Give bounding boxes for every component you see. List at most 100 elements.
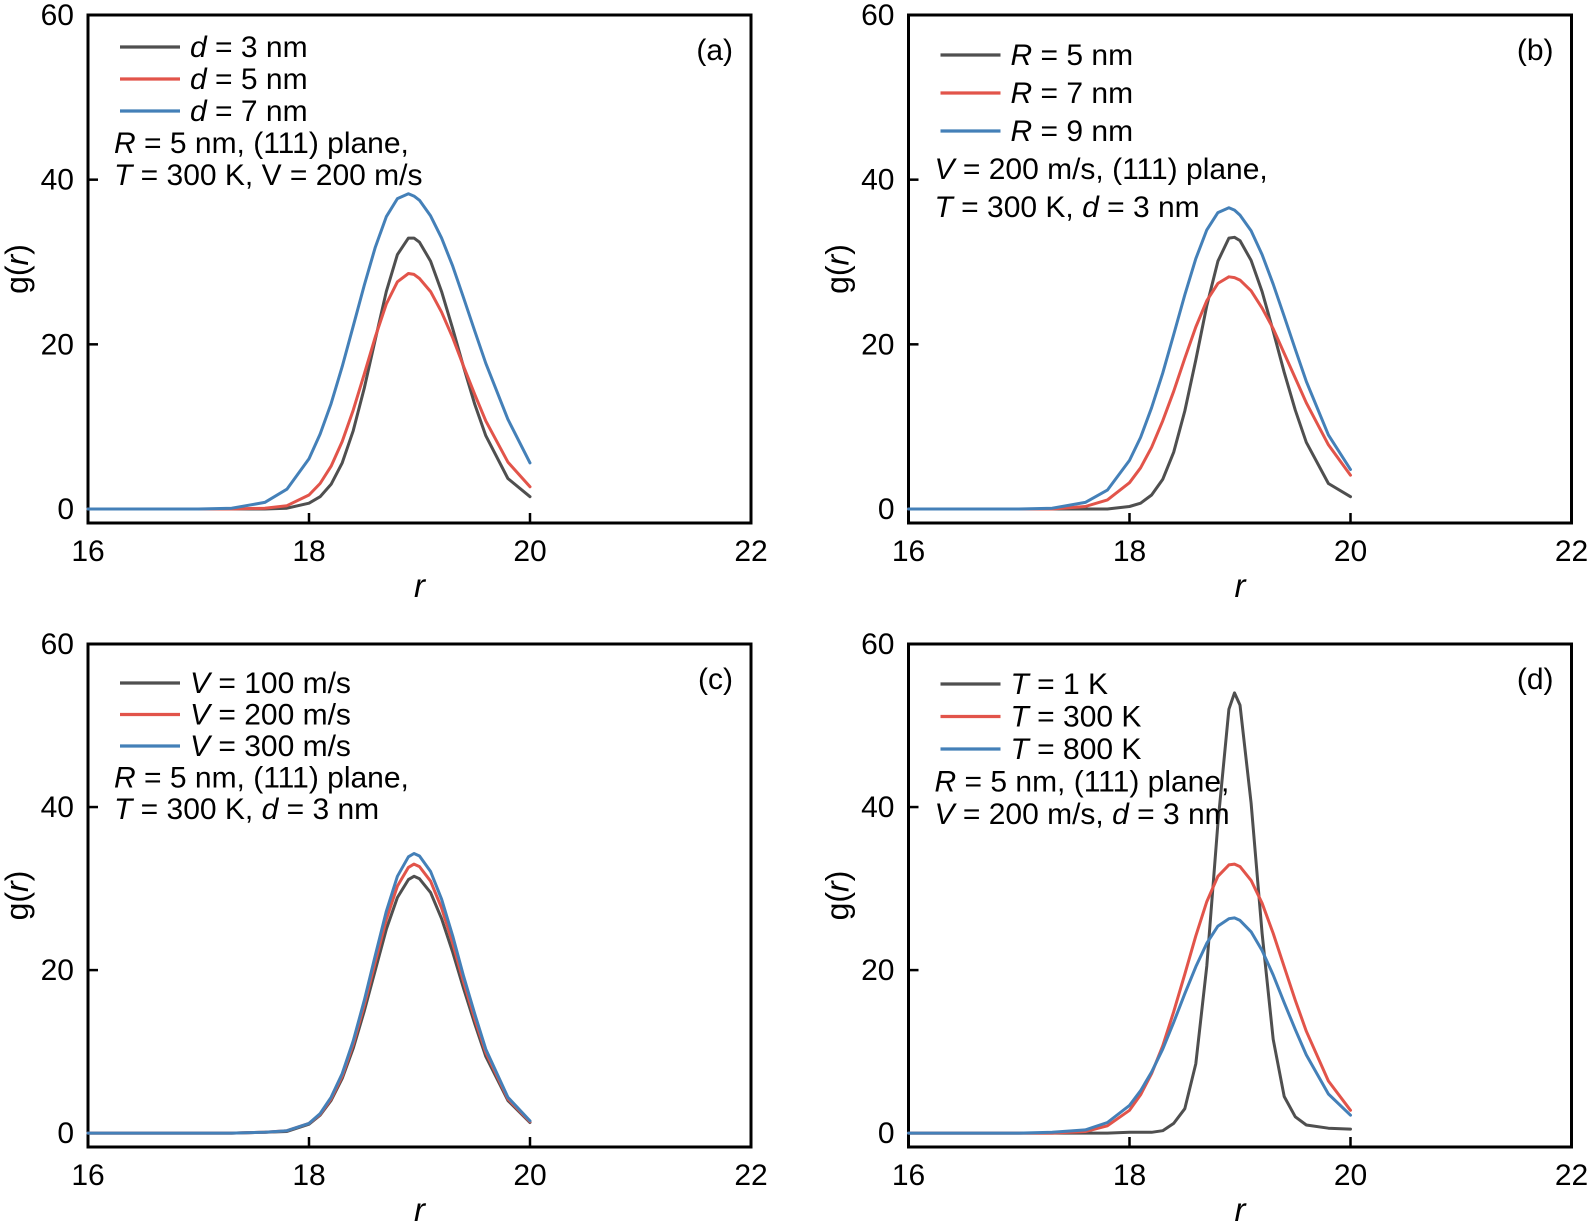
- y-tick-label: 40: [861, 164, 894, 197]
- plot-border: [86, 642, 753, 1149]
- x-tick-label: 18: [1112, 1159, 1145, 1192]
- curve-v-200-m-s: [86, 862, 532, 1135]
- legend-item: V = 100 m/s: [120, 667, 351, 700]
- x-tick-label: 22: [734, 535, 767, 568]
- y-axis-label: g(r): [0, 244, 35, 294]
- curve-t-300-k: [906, 862, 1352, 1135]
- x-axis-label: r: [414, 1191, 427, 1226]
- curve-d-7-nm: [86, 192, 532, 511]
- legend-item: T = 800 K: [940, 733, 1141, 766]
- legend-label: T = 1 K: [1010, 668, 1108, 701]
- x-axis-label: r: [1234, 1191, 1247, 1226]
- x-axis-label: r: [414, 567, 427, 604]
- curve-d-3-nm: [86, 236, 532, 511]
- annotation-line: R = 5 nm, (111) plane,: [934, 766, 1229, 799]
- panel-label: (a): [696, 34, 733, 67]
- legend-item: T = 300 K: [940, 701, 1141, 734]
- legend-label: V = 100 m/s: [190, 667, 351, 700]
- curve-r-9-nm: [906, 206, 1352, 511]
- legend-item: d = 3 nm: [120, 31, 308, 64]
- legend-label: d = 3 nm: [190, 31, 308, 64]
- panel-label: (d): [1516, 663, 1553, 696]
- curve-r-7-nm: [906, 275, 1352, 511]
- legend-label: T = 800 K: [1010, 733, 1141, 766]
- legend-label: R = 7 nm: [1010, 77, 1133, 110]
- x-tick-label: 20: [1333, 535, 1366, 568]
- curve-v-300-m-s: [86, 852, 532, 1135]
- annotation-line: T = 300 K, V = 200 m/s: [114, 159, 423, 192]
- legend-item: d = 5 nm: [120, 63, 308, 96]
- legend-item: V = 300 m/s: [120, 730, 351, 763]
- panel-label: (c): [698, 663, 733, 696]
- x-tick-label: 16: [71, 535, 104, 568]
- panel-label: (b): [1516, 34, 1553, 67]
- panel-d-chart: 16 18 20 22 0 20 40 60 r g(r) T = 1 KT = 300 KT = …: [819, 628, 1588, 1226]
- plot-border: [906, 642, 1573, 1149]
- legend-item: V = 200 m/s: [120, 699, 351, 732]
- annotation-line: V = 200 m/s, (111) plane,: [934, 153, 1267, 186]
- x-tick-label: 16: [891, 535, 924, 568]
- y-tick-label: 0: [877, 493, 894, 526]
- panel-b-chart: 16 18 20 22 0 20 40 60 r g(r) R = 5 nm R = 7 nm R = …: [819, 0, 1588, 604]
- x-tick-label: 18: [292, 1159, 325, 1192]
- y-tick-label: 20: [41, 328, 74, 361]
- y-tick-label: 0: [877, 1117, 894, 1150]
- curve-r-5-nm: [906, 235, 1352, 511]
- x-tick-label: 16: [891, 1159, 924, 1192]
- y-tick-label: 20: [41, 954, 74, 987]
- legend-label: d = 5 nm: [190, 63, 308, 96]
- y-axis-label: g(r): [819, 871, 855, 921]
- x-axis-label: r: [1234, 567, 1247, 604]
- x-tick-label: 16: [71, 1159, 104, 1192]
- curve-t-800-k: [906, 916, 1352, 1135]
- annotation-line: T = 300 K, d = 3 nm: [934, 191, 1199, 224]
- legend-item: R = 7 nm: [940, 77, 1133, 110]
- panel-b: 16 18 20 22 0 20 40 60 r g(r) R = 5 nm R = 7 nm R = …: [796, 0, 1591, 613]
- x-tick-label: 20: [1333, 1159, 1366, 1192]
- y-tick-label: 20: [861, 954, 894, 987]
- curve-t-1-k: [906, 691, 1352, 1135]
- y-tick-label: 60: [861, 0, 894, 32]
- annotation-line: R = 5 nm, (111) plane,: [114, 127, 409, 160]
- y-tick-label: 20: [861, 328, 894, 361]
- legend-label: d = 7 nm: [190, 95, 308, 128]
- legend-item: R = 5 nm: [940, 39, 1133, 72]
- legend-label: R = 9 nm: [1010, 115, 1133, 148]
- plot-border: [906, 13, 1573, 525]
- x-tick-label: 22: [734, 1159, 767, 1192]
- y-tick-label: 0: [57, 1117, 74, 1150]
- y-axis-label: g(r): [0, 871, 35, 921]
- annotation-line: T = 300 K, d = 3 nm: [114, 793, 379, 826]
- legend-item: R = 9 nm: [940, 115, 1133, 148]
- y-axis-label: g(r): [819, 244, 855, 294]
- legend-item: d = 7 nm: [120, 95, 308, 128]
- legend-label: R = 5 nm: [1010, 39, 1133, 72]
- curve-d-5-nm: [86, 272, 532, 511]
- legend-item: T = 1 K: [940, 668, 1108, 701]
- panel-c: 16 18 20 22 0 20 40 60 r g(r) V = 100 m/s V = 200 m…: [0, 613, 796, 1226]
- legend-label: V = 200 m/s: [190, 699, 351, 732]
- y-tick-label: 40: [41, 164, 74, 197]
- x-tick-label: 18: [1112, 535, 1145, 568]
- legend-label: V = 300 m/s: [190, 730, 351, 763]
- x-tick-label: 22: [1554, 535, 1587, 568]
- y-tick-label: 60: [861, 628, 894, 661]
- y-tick-label: 40: [861, 791, 894, 824]
- y-tick-label: 40: [41, 791, 74, 824]
- panel-c-chart: 16 18 20 22 0 20 40 60 r g(r) V = 100 m/sV = 200 m…: [0, 628, 768, 1226]
- x-tick-label: 18: [292, 535, 325, 568]
- curve-v-100-m-s: [86, 874, 532, 1135]
- y-tick-label: 60: [41, 628, 74, 661]
- x-tick-label: 20: [513, 535, 546, 568]
- y-tick-label: 60: [41, 0, 74, 32]
- x-tick-label: 20: [513, 1159, 546, 1192]
- plot-border: [86, 13, 753, 525]
- panel-a-chart: 16 18 20 22 0 20 40 60 r g(r) d = 3 nmd = 5 nmd = …: [0, 0, 768, 604]
- y-tick-label: 0: [57, 493, 74, 526]
- annotation-line: R = 5 nm, (111) plane,: [114, 762, 409, 795]
- panel-a: 16 18 20 22 0 20 40 60 r g(r) d = 3 nm d = 5 nm d = …: [0, 0, 796, 613]
- x-tick-label: 22: [1554, 1159, 1587, 1192]
- annotation-line: V = 200 m/s, d = 3 nm: [934, 798, 1229, 831]
